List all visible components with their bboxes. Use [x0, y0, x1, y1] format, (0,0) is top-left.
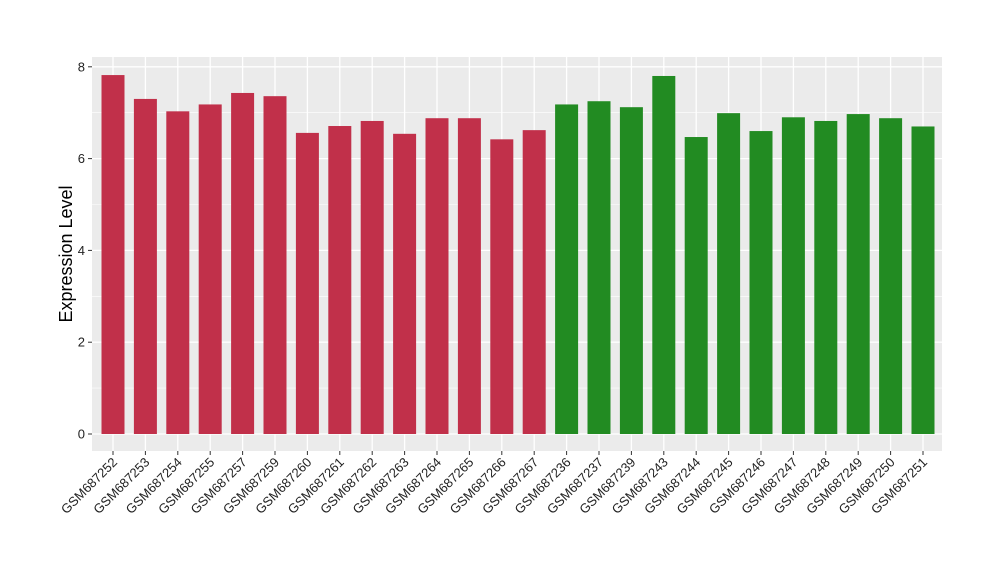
- bar: [879, 118, 903, 434]
- bar: [555, 104, 579, 435]
- bar: [911, 126, 935, 434]
- bar: [684, 137, 708, 435]
- bar: [198, 104, 222, 435]
- bar: [490, 139, 514, 434]
- bar: [101, 75, 125, 434]
- y-axis: 0 2 4 6 8: [78, 59, 92, 442]
- y-axis-title: Expression Level: [56, 185, 76, 322]
- bar: [717, 113, 741, 434]
- bar: [295, 132, 319, 434]
- y-tick-label: 4: [78, 243, 85, 258]
- y-tick-label: 0: [78, 427, 85, 442]
- y-tick-label: 2: [78, 335, 85, 350]
- bar: [587, 101, 611, 434]
- bar: [652, 75, 676, 434]
- bar: [846, 114, 870, 435]
- bar: [749, 131, 773, 434]
- bar: [781, 117, 805, 434]
- bar: [522, 130, 546, 434]
- y-tick-label: 6: [78, 151, 85, 166]
- bar: [619, 107, 643, 434]
- bar: [263, 96, 287, 435]
- x-axis: GSM687252GSM687253GSM687254GSM687255GSM6…: [58, 451, 930, 517]
- y-tick-label: 8: [78, 59, 85, 74]
- bar: [166, 111, 190, 434]
- bars: [101, 75, 935, 435]
- bar: [814, 120, 838, 434]
- bar: [360, 120, 384, 434]
- bar: [393, 133, 417, 434]
- bar: [457, 118, 481, 434]
- bar: [328, 126, 352, 435]
- bar: [133, 98, 157, 435]
- bar: [231, 92, 255, 434]
- bar: [425, 118, 449, 434]
